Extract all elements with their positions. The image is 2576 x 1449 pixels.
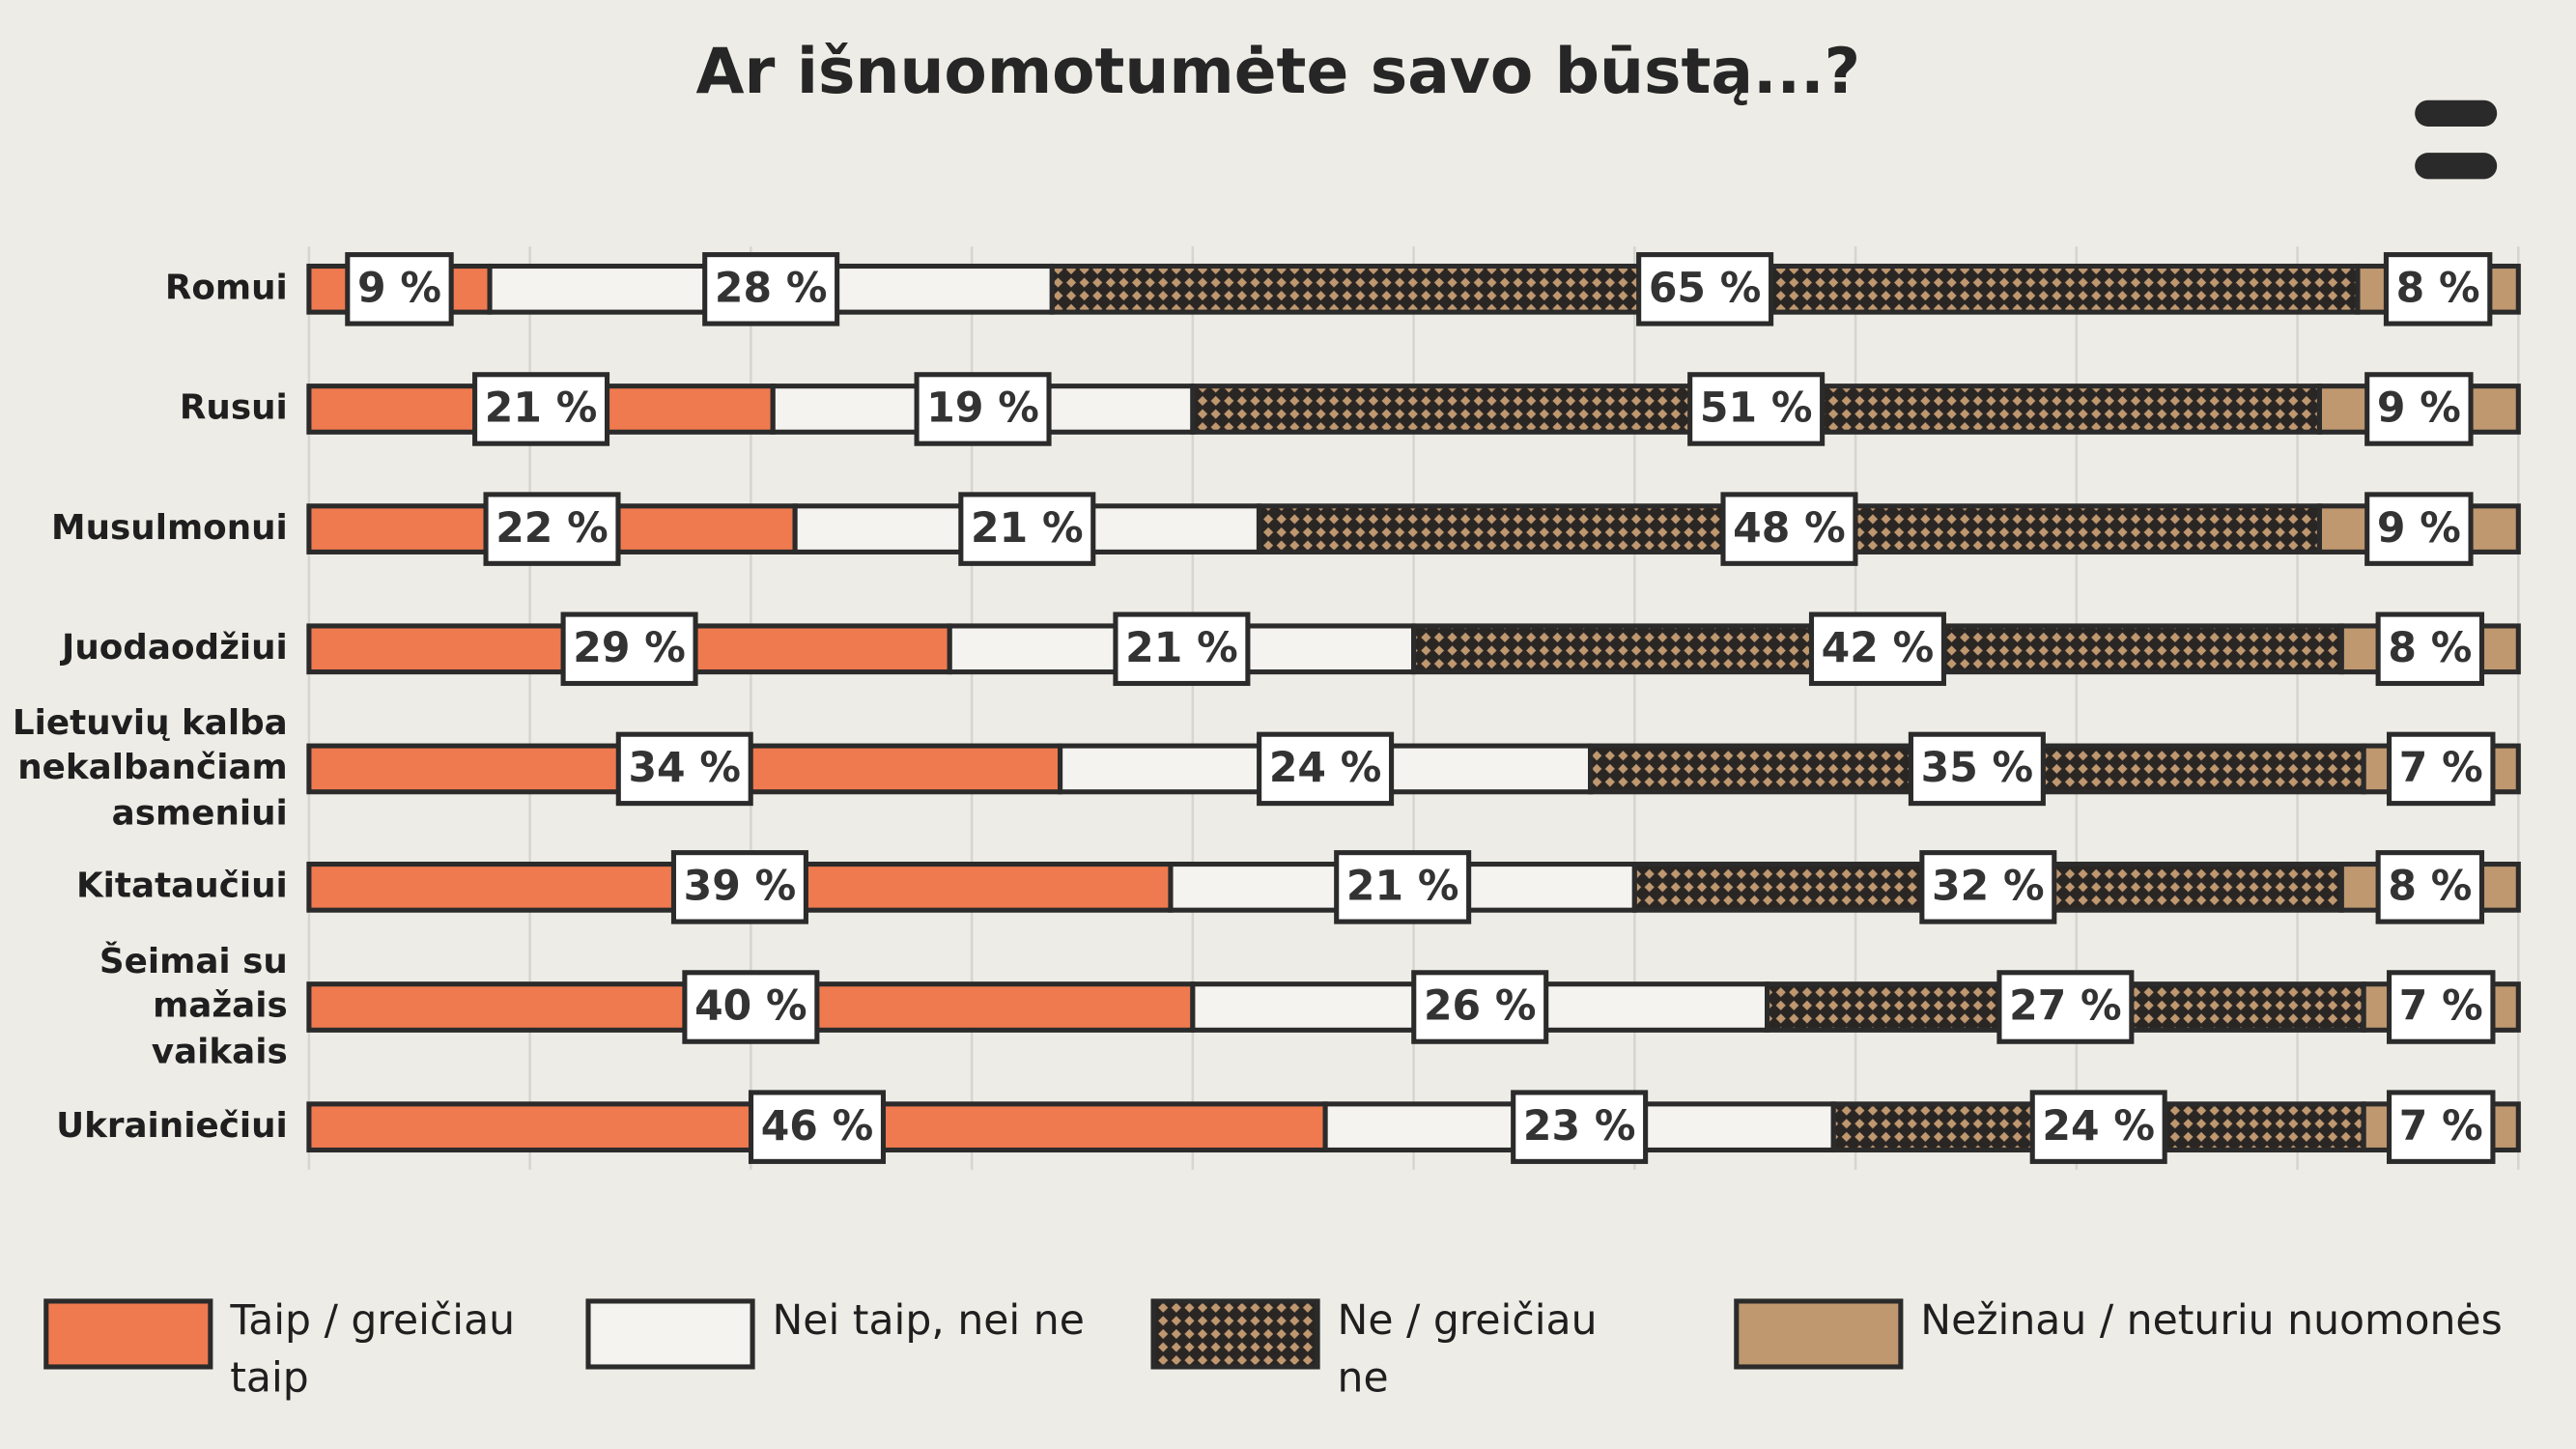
category-label-box: Rusui (179, 387, 288, 428)
value-label-box (2364, 492, 2474, 566)
category-label-box: Juodaodžiui (62, 628, 288, 668)
value-label-box (1636, 252, 1774, 327)
value-label: 21 % (1125, 625, 1238, 672)
category-label: Ukrainiečiui (56, 1106, 288, 1146)
value-label: 22 % (495, 505, 609, 553)
value-label: 9 % (2377, 505, 2461, 553)
value-label-box (958, 492, 1096, 566)
value-label-box (2387, 970, 2496, 1044)
value-label-box (1919, 850, 2057, 924)
value-label: 48 % (1733, 505, 1846, 553)
value-label: 8 % (2388, 625, 2472, 672)
legend-swatch (585, 1298, 755, 1370)
legend-label-box: Nei taip, nei ne (772, 1295, 1085, 1345)
value-label-box (1257, 731, 1395, 807)
legend-label-box: Taip / greičiau taip (230, 1295, 516, 1402)
legend-label: Taip / greičiau taip (230, 1295, 516, 1402)
chart-title: Ar išnuomotumėte savo būstą...? (695, 36, 1860, 108)
value-label: 8 % (2396, 266, 2480, 313)
legend-swatch (1150, 1298, 1320, 1370)
value-label-box (1808, 611, 1946, 687)
value-label-box (2387, 731, 2496, 807)
value-label: 23 % (1523, 1103, 1636, 1151)
value-label: 24 % (2042, 1103, 2155, 1151)
value-label: 39 % (684, 864, 797, 911)
category-label-box: Romui (164, 268, 288, 308)
value-label-box (1996, 970, 2135, 1044)
value-label-box (1113, 611, 1251, 687)
value-label: 21 % (971, 505, 1084, 553)
value-label-box (1720, 492, 1858, 566)
category-label: Lietuvių kalba nekalbančiam asmeniui (12, 702, 288, 833)
value-label: 7 % (2399, 745, 2483, 792)
value-label-box (702, 252, 840, 327)
value-label-box (670, 850, 808, 924)
category-label-box: Ukrainiečiui (56, 1106, 288, 1146)
menu-icon[interactable] (2415, 99, 2498, 180)
value-label: 42 % (1822, 625, 1935, 672)
value-label: 21 % (1346, 864, 1459, 911)
value-label: 8 % (2388, 864, 2472, 911)
legend-swatch (1734, 1298, 1904, 1370)
legend-label: Nei taip, nei ne (772, 1295, 1085, 1345)
value-label-box (1411, 970, 1549, 1044)
legend-label: Ne / greičiau ne (1337, 1295, 1598, 1402)
legend-label-box: Nežinau / neturiu nuomonės (1920, 1295, 2503, 1345)
value-label-box (2029, 1090, 2167, 1164)
value-label: 9 % (357, 266, 441, 313)
value-label-box (1687, 372, 1826, 446)
value-label: 19 % (926, 385, 1039, 433)
value-label: 7 % (2399, 983, 2483, 1031)
category-label: Rusui (179, 387, 288, 428)
value-label-box (2364, 372, 2474, 446)
legend-label: Nežinau / neturiu nuomonės (1920, 1295, 2503, 1345)
value-label: 9 % (2377, 385, 2461, 433)
value-label-box (345, 252, 454, 327)
value-label-box (1511, 1090, 1649, 1164)
category-label-box: Šeimai su mažais vaikais (99, 941, 288, 1071)
category-label-box: Lietuvių kalba nekalbančiam asmeniui (12, 702, 288, 833)
value-label-box (483, 492, 621, 566)
value-label: 40 % (694, 983, 807, 1031)
value-label: 29 % (573, 625, 686, 672)
value-label: 24 % (1269, 745, 1382, 792)
category-label-box: Musulmonui (51, 508, 288, 548)
category-label: Kitataučiui (76, 866, 288, 906)
value-label: 26 % (1424, 983, 1537, 1031)
category-label: Juodaodžiui (62, 628, 288, 668)
value-label-box (2383, 252, 2493, 327)
value-label: 46 % (761, 1103, 874, 1151)
menu-bar[interactable] (2415, 99, 2498, 127)
value-label-box (472, 372, 610, 446)
value-label: 34 % (628, 745, 741, 792)
category-label: Musulmonui (51, 508, 288, 548)
value-label: 7 % (2399, 1103, 2483, 1151)
category-label-box: Kitataučiui (76, 866, 288, 906)
value-label-box (2375, 850, 2485, 924)
value-label-box (2375, 611, 2485, 687)
value-label-box (560, 611, 698, 687)
value-label: 65 % (1649, 266, 1762, 313)
value-label-box (682, 970, 820, 1044)
value-label-box (615, 731, 753, 807)
value-label-box (2387, 1090, 2496, 1164)
legend-swatch (43, 1298, 213, 1370)
value-label-box (1334, 850, 1472, 924)
category-label: Romui (164, 268, 288, 308)
value-label: 51 % (1700, 385, 1813, 433)
value-label-box (1908, 731, 2046, 807)
value-label: 27 % (2009, 983, 2122, 1031)
value-label: 32 % (1932, 864, 2045, 911)
value-label: 35 % (1921, 745, 2034, 792)
value-label-box (914, 372, 1052, 446)
value-label-box (748, 1090, 887, 1164)
value-label: 21 % (485, 385, 598, 433)
legend-label-box: Ne / greičiau ne (1337, 1295, 1598, 1402)
value-label: 28 % (715, 266, 828, 313)
menu-bar[interactable] (2415, 153, 2498, 180)
category-label: Šeimai su mažais vaikais (99, 941, 288, 1071)
